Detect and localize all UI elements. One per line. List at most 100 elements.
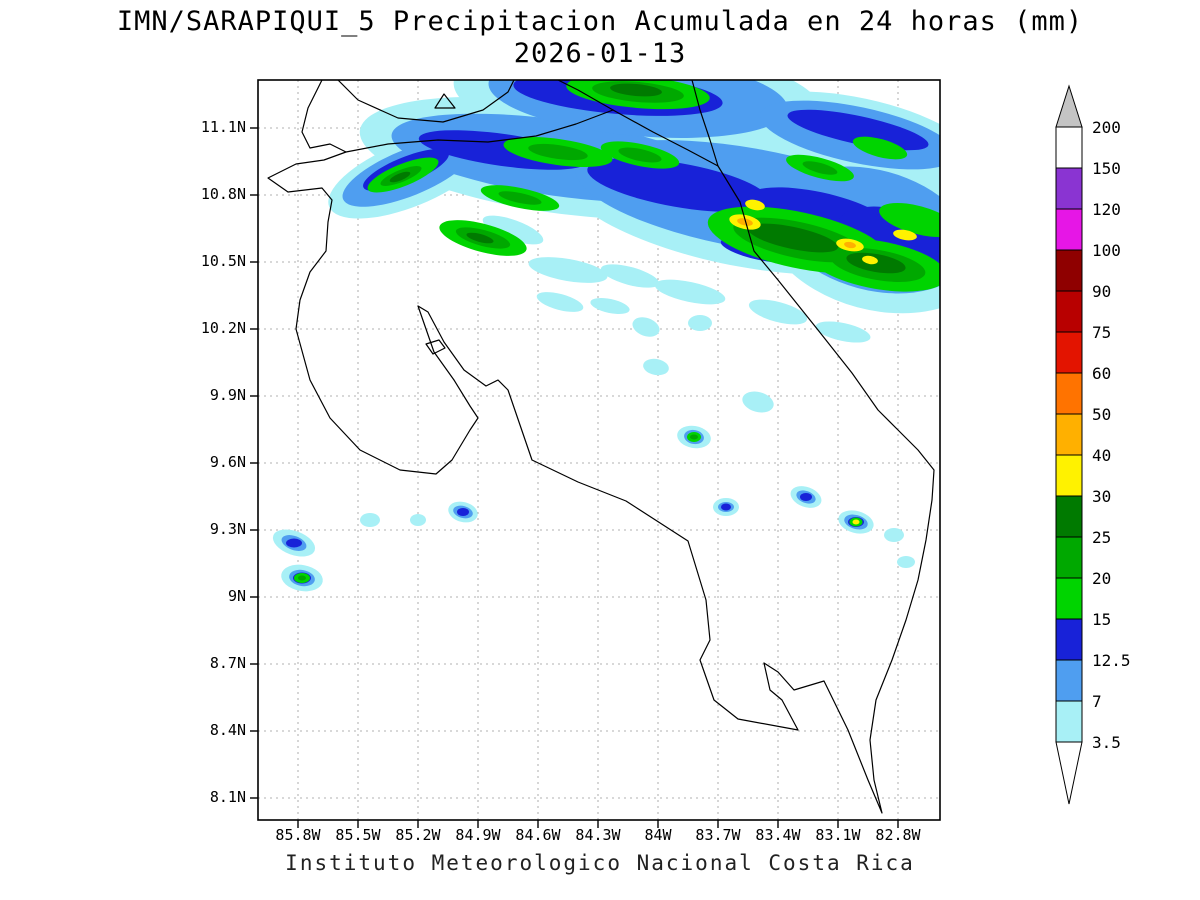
lon-tick-label: 85.5W xyxy=(335,826,381,844)
colorbar-label: 20 xyxy=(1092,569,1111,588)
precip-cell-40mm xyxy=(737,218,753,226)
colorbar-segment xyxy=(1055,249,1083,292)
colorbar-segment xyxy=(1055,577,1083,620)
lon-tick-label: 84.9W xyxy=(455,826,501,844)
lon-tick-label: 83.1W xyxy=(815,826,861,844)
precip-cell-3.5mm xyxy=(590,297,630,315)
lake-island-outline xyxy=(434,93,456,109)
precip-cell-25mm xyxy=(389,171,411,183)
colorbar-segment xyxy=(1055,618,1083,661)
precip-cell-3.5mm xyxy=(536,292,584,312)
lon-tick-label: 84W xyxy=(644,826,672,844)
colorbar-label: 90 xyxy=(1092,282,1111,301)
colorbar-segment xyxy=(1055,659,1083,702)
lat-tick-label: 9.9N xyxy=(209,386,246,404)
colorbar-segment xyxy=(1055,536,1083,579)
lat-tick-label: 9.6N xyxy=(209,453,246,471)
precip-cell-12.5mm xyxy=(286,538,302,548)
footer-caption: Instituto Meteorologico Nacional Costa R… xyxy=(285,851,915,875)
precip-cell-3.5mm xyxy=(748,299,808,325)
lon-tick-label: 84.3W xyxy=(575,826,621,844)
nicaragua-caribbean-coastline xyxy=(691,80,719,167)
costa-rica-coastline xyxy=(267,80,935,814)
precip-cell-3.5mm xyxy=(643,358,669,376)
precip-cell-30mm xyxy=(893,229,917,241)
lat-tick-label: 10.8N xyxy=(200,185,246,203)
lat-tick-label: 8.4N xyxy=(209,721,246,739)
precip-cell-3.5mm xyxy=(482,215,544,245)
colorbar-segment xyxy=(1055,126,1083,169)
precip-cell-12.5mm xyxy=(457,508,469,516)
precip-cell-12.5mm xyxy=(721,503,731,511)
colorbar-label: 50 xyxy=(1092,405,1111,424)
precip-cell-12.5mm xyxy=(800,493,812,501)
colorbar-segment xyxy=(1055,700,1083,743)
colorbar-segment xyxy=(1055,167,1083,210)
precip-cell-3.5mm xyxy=(897,556,915,568)
chart-title: IMN/SARAPIQUI_5 Precipitacion Acumulada … xyxy=(116,6,1084,37)
precip-cell-3.5mm xyxy=(884,528,904,542)
colorbar-label: 75 xyxy=(1092,323,1111,342)
lat-tick-label: 8.7N xyxy=(209,654,246,672)
colorbar-segment xyxy=(1055,290,1083,333)
colorbar-label: 25 xyxy=(1092,528,1111,547)
precip-cell-3.5mm xyxy=(688,315,712,331)
isla-chira-outline xyxy=(425,339,446,355)
lon-tick-label: 85.8W xyxy=(275,826,321,844)
colorbar-segment xyxy=(1055,413,1083,456)
precip-cell-3.5mm xyxy=(742,391,774,413)
lat-tick-label: 10.2N xyxy=(200,319,246,337)
precip-cell-3.5mm xyxy=(528,257,608,283)
lon-tick-label: 82.8W xyxy=(875,826,921,844)
colorbar-label: 15 xyxy=(1092,610,1111,629)
lon-tick-label: 85.2W xyxy=(395,826,441,844)
colorbar-label: 12.5 xyxy=(1092,651,1131,670)
lat-tick-label: 11.1N xyxy=(200,118,246,136)
colorbar-arrow-top xyxy=(1055,84,1083,128)
colorbar-label: 150 xyxy=(1092,159,1121,178)
lat-tick-label: 8.1N xyxy=(209,788,246,806)
precip-cell-20mm xyxy=(498,191,542,205)
precip-cell-25mm xyxy=(747,223,839,253)
coastlines xyxy=(267,80,935,814)
precip-cell-3.5mm xyxy=(654,279,726,305)
precip-cell-30mm xyxy=(852,519,860,525)
chart-date: 2026-01-13 xyxy=(513,38,687,69)
colorbar-arrow-bottom xyxy=(1055,741,1083,805)
nicaragua-border-line xyxy=(345,109,614,153)
precip-cell-25mm xyxy=(610,83,662,97)
precip-cell-25mm xyxy=(466,232,494,244)
precip-cell-3.5mm xyxy=(600,264,660,288)
colorbar-label: 120 xyxy=(1092,200,1121,219)
precip-cell-15mm xyxy=(852,136,908,160)
lon-tick-label: 83.7W xyxy=(695,826,741,844)
precip-cell-20mm xyxy=(690,434,698,440)
colorbar-label: 60 xyxy=(1092,364,1111,383)
colorbar: 200 150 120 100 90 75 60 50 40 30 25 20 15 12.5 7 3.5 xyxy=(1055,84,1131,805)
precip-cell-20mm xyxy=(298,575,306,581)
colorbar-label: 40 xyxy=(1092,446,1111,465)
precip-cell-3.5mm xyxy=(632,317,660,337)
precip-cell-20mm xyxy=(618,147,662,163)
precip-cell-20mm xyxy=(802,161,838,175)
colorbar-segment xyxy=(1055,372,1083,415)
precip-cell-30mm xyxy=(862,255,878,265)
lat-tick-label: 9.3N xyxy=(209,520,246,538)
axis-ticks xyxy=(250,127,899,828)
precip-cell-12.5mm xyxy=(587,158,769,212)
precip-cell-40mm xyxy=(844,241,856,249)
precipitation-field xyxy=(272,80,940,592)
lon-tick-label: 83.4W xyxy=(755,826,801,844)
colorbar-segment xyxy=(1055,495,1083,538)
colorbar-segment xyxy=(1055,208,1083,251)
colorbar-label: 3.5 xyxy=(1092,733,1121,752)
colorbar-label: 7 xyxy=(1092,692,1102,711)
precip-cell-12.5mm xyxy=(787,109,929,151)
precip-cell-3.5mm xyxy=(410,514,426,526)
colorbar-label: 200 xyxy=(1092,118,1121,137)
precip-cell-15mm xyxy=(879,202,940,238)
precip-cell-3.5mm xyxy=(815,321,871,343)
precip-cell-3.5mm xyxy=(360,513,380,527)
lat-tick-label: 10.5N xyxy=(200,252,246,270)
